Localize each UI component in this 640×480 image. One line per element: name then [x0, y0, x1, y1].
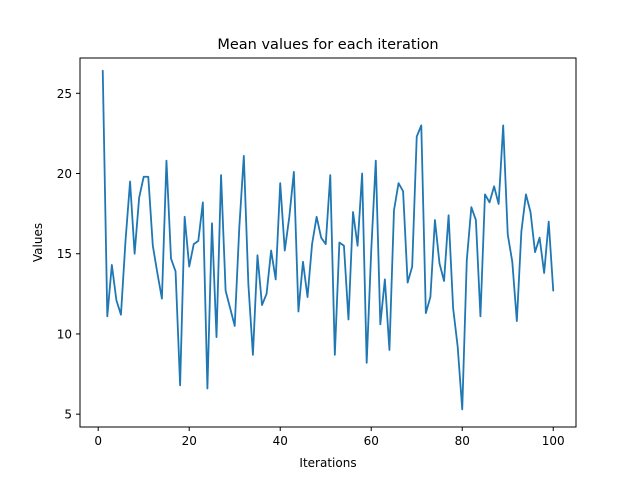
series-line	[101, 69, 555, 411]
x-tick-label: 60	[364, 434, 379, 448]
x-tick-label: 40	[273, 434, 288, 448]
x-tick-label: 20	[182, 434, 197, 448]
y-tick-label: 20	[57, 167, 72, 181]
y-tick-label: 5	[64, 408, 72, 422]
y-tick-label: 25	[57, 87, 72, 101]
chart-title: Mean values for each iteration	[217, 37, 438, 53]
x-tick-label: 100	[542, 434, 565, 448]
x-axis: 0 20 40 60 80 100	[94, 427, 565, 448]
y-axis-title: Values	[31, 223, 45, 262]
y-axis: 5 10 15 20 25	[57, 87, 80, 422]
x-tick-label: 80	[455, 434, 470, 448]
y-tick-label: 10	[57, 327, 72, 341]
y-tick-label: 15	[57, 247, 72, 261]
x-axis-title: Iterations	[299, 456, 356, 470]
plot-area	[79, 57, 577, 428]
x-tick-label: 0	[94, 434, 102, 448]
